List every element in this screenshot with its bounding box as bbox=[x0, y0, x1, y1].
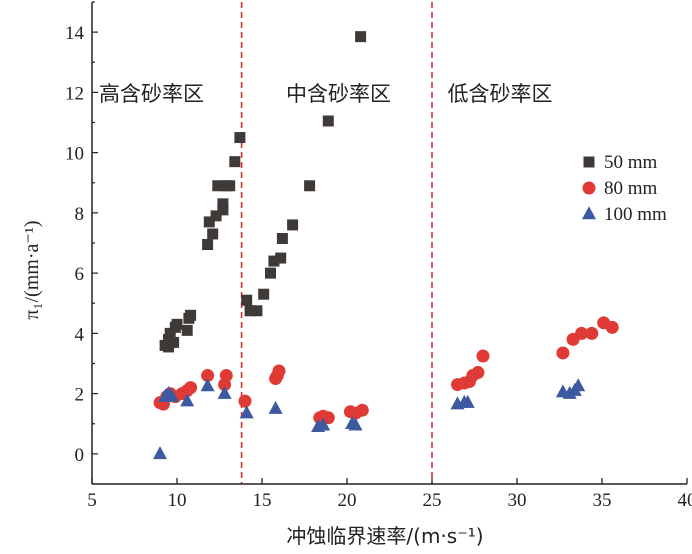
y-tick-label: 8 bbox=[75, 204, 85, 225]
data-point bbox=[322, 115, 334, 127]
x-tick-label: 15 bbox=[253, 490, 272, 511]
data-point bbox=[212, 180, 224, 192]
region-label: 中含砂率区 bbox=[286, 82, 391, 106]
data-point bbox=[168, 336, 180, 348]
data-point bbox=[171, 318, 183, 330]
legend-marker bbox=[582, 181, 596, 195]
region-labels: 高含砂率区 中含砂率区 低含砂率区 bbox=[99, 82, 553, 106]
y-axis-label: π₁/(mm·a⁻¹) bbox=[21, 220, 43, 319]
data-point bbox=[217, 204, 229, 216]
data-point bbox=[355, 31, 367, 43]
series-square bbox=[159, 31, 367, 353]
data-point bbox=[217, 198, 229, 210]
y-tick-label: 6 bbox=[75, 264, 85, 285]
data-point bbox=[272, 364, 286, 378]
data-point bbox=[244, 305, 256, 317]
data-point bbox=[316, 417, 331, 431]
data-point bbox=[217, 385, 232, 399]
data-point bbox=[153, 446, 167, 460]
data-point bbox=[164, 327, 176, 339]
region-label: 高含砂率区 bbox=[99, 82, 204, 106]
legend-label: 80 mm bbox=[604, 178, 658, 199]
data-point bbox=[201, 369, 215, 383]
data-point bbox=[203, 216, 215, 228]
data-point bbox=[571, 378, 586, 392]
data-point bbox=[471, 366, 485, 380]
data-point bbox=[229, 156, 241, 168]
x-tick-label: 20 bbox=[338, 490, 357, 511]
data-point bbox=[268, 255, 280, 267]
x-tick-label: 40 bbox=[678, 490, 692, 511]
axes: 5 10 15 20 25 30 35 40 0 2 4 6 8 10 12 14 bbox=[65, 1, 692, 511]
data-point bbox=[585, 326, 599, 340]
x-tick-label: 30 bbox=[508, 490, 527, 511]
legend-label: 100 mm bbox=[604, 204, 667, 225]
data-point bbox=[185, 309, 197, 321]
data-point bbox=[265, 267, 276, 279]
data-point bbox=[238, 394, 252, 408]
data-point bbox=[251, 305, 263, 317]
series-triangle bbox=[153, 378, 586, 460]
data-point bbox=[348, 417, 363, 431]
data-point bbox=[202, 239, 214, 251]
data-point bbox=[275, 252, 287, 264]
x-tick-label: 25 bbox=[423, 490, 442, 511]
x-tick-label: 35 bbox=[593, 490, 612, 511]
data-point bbox=[276, 232, 288, 244]
x-tick-label: 10 bbox=[168, 490, 187, 511]
y-tick-label: 14 bbox=[65, 23, 85, 44]
data-point bbox=[210, 210, 222, 222]
data-point bbox=[180, 393, 195, 407]
data-point bbox=[355, 403, 369, 417]
data-point bbox=[605, 320, 619, 334]
data-point bbox=[556, 346, 570, 360]
y-tick-label: 10 bbox=[65, 144, 84, 165]
y-tick-label: 12 bbox=[65, 83, 84, 104]
data-point bbox=[184, 381, 198, 395]
y-tick-label: 2 bbox=[75, 385, 85, 406]
data-point bbox=[575, 326, 589, 340]
x-tick-label: 5 bbox=[87, 490, 97, 511]
region-label: 低含砂率区 bbox=[448, 82, 553, 106]
data-point bbox=[460, 394, 475, 408]
data-point bbox=[258, 288, 270, 300]
series-circle bbox=[153, 316, 619, 425]
data-point bbox=[268, 400, 283, 414]
data-point bbox=[234, 132, 246, 144]
data-point bbox=[287, 219, 299, 231]
data-point bbox=[164, 388, 179, 402]
legend-marker bbox=[583, 156, 595, 168]
data-point bbox=[304, 180, 316, 192]
x-axis-label: 冲蚀临界速率/(m·s⁻¹) bbox=[286, 524, 483, 548]
data-point bbox=[219, 369, 233, 383]
data-point bbox=[239, 405, 254, 419]
data-point bbox=[241, 294, 253, 306]
legend-marker bbox=[582, 206, 596, 220]
data-point bbox=[224, 180, 236, 192]
y-tick-label: 0 bbox=[75, 445, 85, 466]
legend-label: 50 mm bbox=[604, 152, 658, 173]
data-points bbox=[153, 31, 619, 460]
data-point bbox=[181, 324, 193, 336]
legend: 50 mm 80 mm 100 mm bbox=[582, 152, 667, 225]
data-point bbox=[207, 228, 219, 240]
data-point bbox=[476, 349, 490, 363]
y-tick-label: 4 bbox=[75, 324, 85, 345]
data-point bbox=[200, 378, 215, 392]
